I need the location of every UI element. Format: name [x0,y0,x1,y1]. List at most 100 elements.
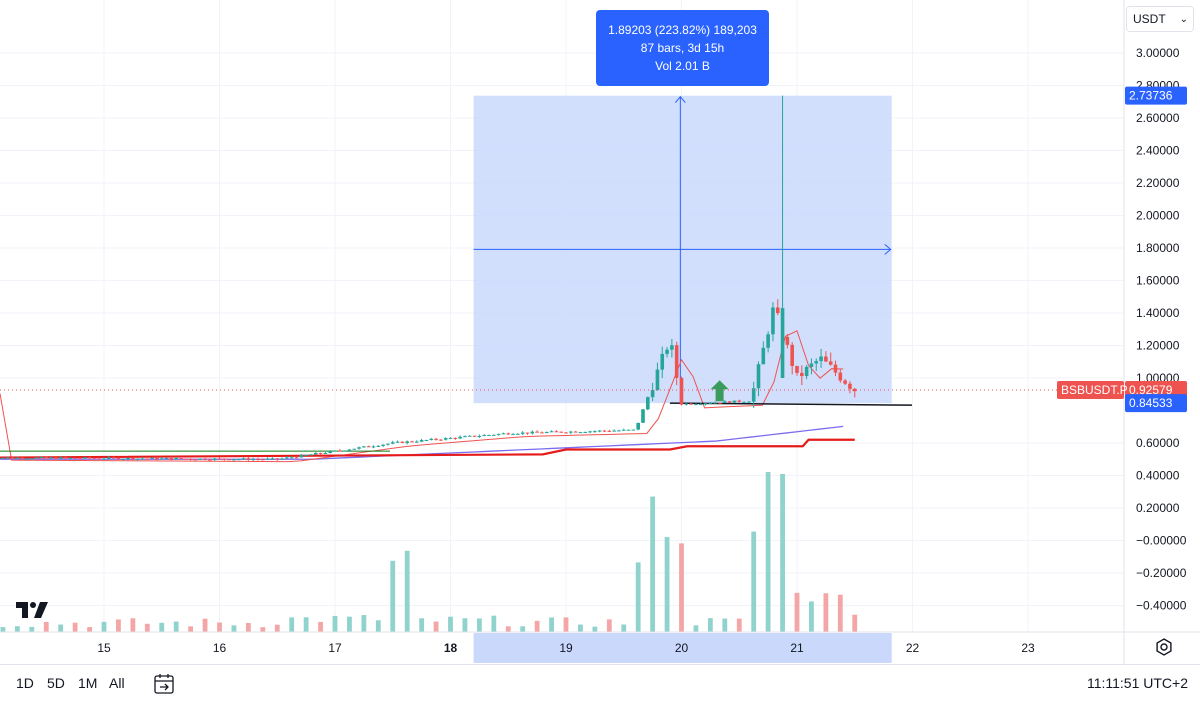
candle-body [362,446,366,448]
candle-body [270,458,275,460]
candle-body [689,403,693,405]
volume-bar [159,622,165,632]
candle-body [636,422,640,430]
candle-body [819,356,823,362]
candle-body [352,448,357,450]
candle-body [564,432,568,434]
candle-body [376,445,381,447]
candle-body [535,431,539,433]
price-axis[interactable]: 3.000002.800002.600002.400002.200002.000… [1057,0,1187,664]
currency-select[interactable]: USDT ⌄ [1126,6,1194,32]
candle-body [804,366,809,377]
range-5d-button[interactable]: 5D [47,675,65,691]
candle-body [487,434,491,436]
candle-body [429,438,434,440]
range-all-button[interactable]: All [109,675,125,691]
price-chart[interactable]: 3.000002.800002.600002.400002.200002.000… [0,0,1200,664]
clock-utc[interactable]: 11:11:51 UTC+2 [1086,675,1188,691]
volume-bar [375,620,381,632]
candle-body [646,397,650,410]
date-range-icon[interactable] [152,673,176,695]
price-tick-label: 2.20000 [1136,176,1180,190]
candle-body [718,402,722,404]
candle-body [458,436,462,439]
candle-body [520,432,525,434]
candle-body [275,458,280,460]
candle-body [727,401,732,403]
candle-body [583,432,588,434]
candle-body [145,458,150,460]
candle-body [472,435,477,437]
candle-body [280,458,284,460]
candle-body [111,457,116,459]
volume-bar [318,621,323,632]
candle-body [68,457,73,459]
candle-body [5,457,10,459]
candle-body [217,458,222,460]
candle-body [641,409,645,423]
range-1d-button[interactable]: 1D [16,675,34,691]
volume-bar [852,614,858,632]
candle-body [78,458,82,460]
volume-bar [101,621,107,632]
candle-body [790,344,794,366]
volume-bar [621,624,627,632]
candle-body [477,435,482,437]
volume-bar [549,617,554,632]
candle-body [256,459,260,461]
candle-body [742,401,746,403]
price-tick-label: 2.60000 [1136,111,1180,125]
candle-body [544,432,549,434]
chart-overlay [0,380,1124,402]
candle-body [775,307,780,314]
candle-body [824,356,828,362]
candle-body [737,400,742,402]
volume-bar [505,626,511,632]
measure-tool[interactable] [473,95,892,404]
bottom-toolbar: 1D 5D 1M All 11:11:51 UTC+2 [0,664,1200,701]
volume-bar [347,616,352,632]
range-1m-button[interactable]: 1M [78,675,98,691]
volume-bar [794,592,800,632]
time-axis[interactable]: 15 16 17 18 19 20 21 22 23 [0,631,1200,663]
price-tick-label: −0.00000 [1136,534,1187,548]
candle-body [261,459,265,461]
candle-body [655,369,660,390]
measure-up-arrowhead [674,95,686,103]
candle-body [20,457,24,459]
candle-body [703,403,708,405]
price-label-high: 2.73736 [1129,89,1173,103]
price-tick-label: 1.20000 [1136,339,1180,353]
volume-bar [520,626,526,632]
candle-body [501,433,506,435]
candle-body [73,457,77,459]
candle-body [1,457,5,459]
candle-body [482,435,486,437]
candle-body [15,457,20,459]
candle-body [92,458,97,460]
candlesticks [1,95,857,462]
volume-bar [722,618,728,632]
candle-body [135,458,140,460]
candle-body [381,444,385,446]
candle-body [87,457,92,459]
price-tick-label: 3.00000 [1136,46,1180,60]
price-tick-label: 0.60000 [1136,436,1180,450]
time-tick-label: 22 [906,641,920,655]
candle-body [386,443,390,445]
volume-bar [448,616,453,632]
candle-body [785,337,790,345]
candle-body [771,307,775,335]
settings-gear-icon[interactable] [1154,637,1174,657]
candle-body [833,364,838,373]
candle-body [650,389,655,398]
candle-body [236,459,241,461]
volume-bar [43,621,49,632]
candle-body [679,377,684,405]
volume-bar [419,618,425,632]
candle-body [419,439,424,442]
tradingview-logo-icon[interactable] [14,598,50,620]
candle-body [58,457,63,459]
candle-body [342,450,347,452]
measure-bars: 87 bars, 3d 15h [640,41,725,55]
